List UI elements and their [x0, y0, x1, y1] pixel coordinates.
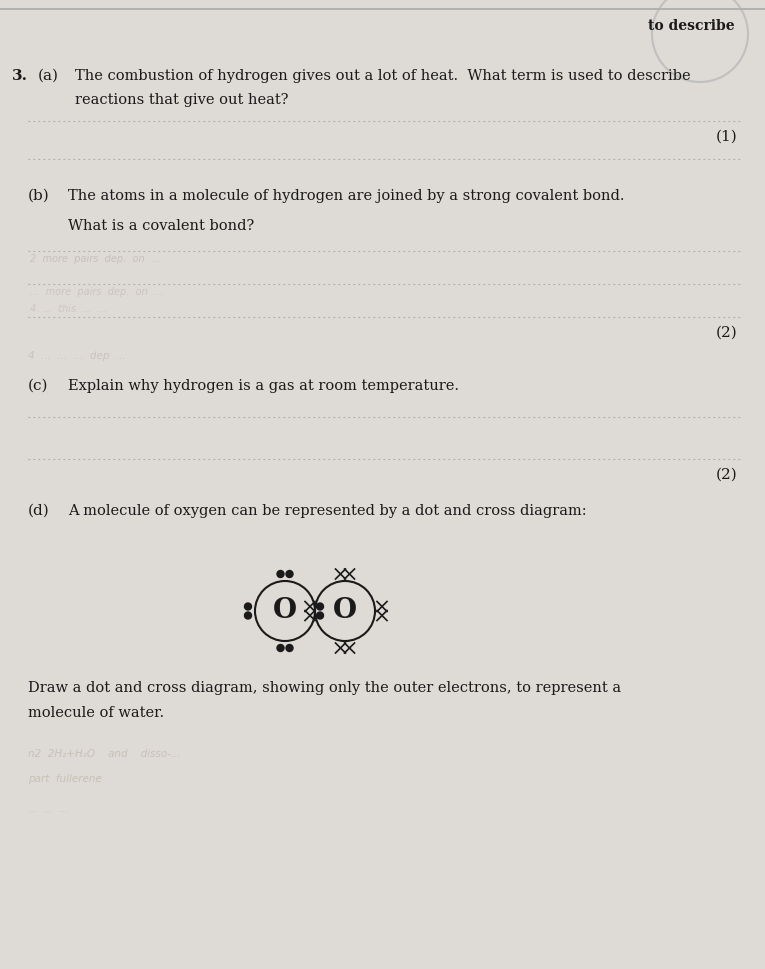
Text: to describe: to describe: [649, 19, 735, 33]
Text: O: O: [273, 598, 297, 624]
Text: (d): (d): [28, 504, 50, 518]
Text: Draw a dot and cross diagram, showing only the outer electrons, to represent a: Draw a dot and cross diagram, showing on…: [28, 681, 621, 695]
Text: (2): (2): [716, 468, 738, 482]
Circle shape: [317, 612, 324, 619]
Text: 3.: 3.: [12, 69, 28, 83]
Circle shape: [245, 612, 252, 619]
Text: O: O: [333, 598, 357, 624]
Text: ...  ...  ...: ... ... ...: [28, 804, 69, 814]
Text: A molecule of oxygen can be represented by a dot and cross diagram:: A molecule of oxygen can be represented …: [68, 504, 587, 518]
Circle shape: [277, 571, 284, 578]
Text: molecule of water.: molecule of water.: [28, 706, 164, 720]
Text: (2): (2): [716, 326, 738, 340]
Text: Explain why hydrogen is a gas at room temperature.: Explain why hydrogen is a gas at room te…: [68, 379, 459, 393]
Circle shape: [286, 571, 293, 578]
Text: (a): (a): [38, 69, 59, 83]
Text: The combustion of hydrogen gives out a lot of heat.  What term is used to descri: The combustion of hydrogen gives out a l…: [75, 69, 691, 83]
Text: part  fullerene: part fullerene: [28, 774, 102, 784]
Circle shape: [286, 644, 293, 651]
Circle shape: [245, 603, 252, 610]
Text: 4  ...  ...  ...  dep  ...: 4 ... ... ... dep ...: [28, 351, 125, 361]
Text: ...  more  pairs  dep.  on  ...: ... more pairs dep. on ...: [30, 287, 164, 297]
Text: 2  more  pairs  dep.  on  ...: 2 more pairs dep. on ...: [30, 254, 160, 264]
Text: The atoms in a molecule of hydrogen are joined by a strong covalent bond.: The atoms in a molecule of hydrogen are …: [68, 189, 624, 203]
Text: 4  ...  this  ...  ...: 4 ... this ... ...: [30, 304, 107, 314]
Circle shape: [317, 603, 324, 610]
Text: reactions that give out heat?: reactions that give out heat?: [75, 93, 288, 107]
Text: (1): (1): [716, 130, 738, 144]
Text: What is a covalent bond?: What is a covalent bond?: [68, 219, 254, 233]
Text: n2  2H₂+H₂O    and    disso-...: n2 2H₂+H₂O and disso-...: [28, 749, 181, 759]
Circle shape: [277, 644, 284, 651]
Text: (b): (b): [28, 189, 50, 203]
Text: (c): (c): [28, 379, 48, 393]
